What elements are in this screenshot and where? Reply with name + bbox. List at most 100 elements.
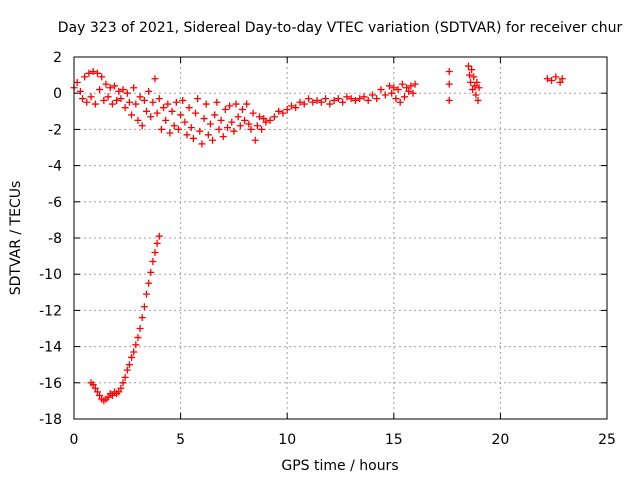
- data-point: [226, 102, 234, 110]
- data-point: [230, 127, 238, 135]
- data-point: [130, 84, 138, 92]
- data-point: [405, 87, 413, 95]
- data-point: [83, 98, 91, 106]
- data-point: [115, 388, 123, 396]
- data-point: [471, 82, 479, 90]
- data-point: [200, 115, 208, 123]
- y-tick-label: -6: [48, 195, 62, 211]
- grid-lines: [74, 57, 607, 419]
- data-point: [155, 232, 163, 240]
- data-point: [136, 325, 144, 332]
- data-point: [153, 109, 161, 117]
- data-point: [140, 96, 148, 104]
- data-point: [102, 80, 110, 88]
- y-tick-labels: -18 -16 -14 -12 -10 -8 -6 -4 -2 0 2: [39, 50, 62, 428]
- x-tick-label: 5: [176, 432, 185, 448]
- data-point: [279, 109, 287, 117]
- data-point: [100, 96, 108, 104]
- data-point: [287, 102, 295, 110]
- data-point: [160, 104, 168, 112]
- data-point: [262, 118, 270, 126]
- y-tick-label: 0: [53, 86, 62, 102]
- data-point: [292, 104, 300, 112]
- data-point: [89, 67, 97, 75]
- data-point: [87, 93, 95, 101]
- y-tick-label: -12: [39, 303, 62, 319]
- data-point: [151, 75, 159, 83]
- data-point: [260, 115, 268, 123]
- x-tick-labels: 0 5 10 15 20 25: [70, 432, 616, 448]
- data-point: [136, 93, 144, 101]
- data-point: [245, 120, 253, 128]
- data-point: [142, 107, 150, 115]
- data-point: [115, 87, 123, 95]
- data-point: [275, 107, 283, 115]
- data-point: [125, 361, 133, 369]
- data-point: [543, 75, 551, 83]
- data-point: [119, 86, 127, 94]
- data-point: [111, 82, 119, 90]
- data-point: [473, 78, 481, 86]
- data-point: [130, 348, 138, 356]
- data-point: [241, 116, 249, 124]
- data-point: [128, 353, 136, 361]
- x-tick-label: 20: [491, 432, 509, 448]
- data-point: [475, 84, 483, 92]
- data-point: [364, 96, 372, 104]
- data-point: [398, 80, 406, 88]
- data-point: [472, 91, 480, 99]
- data-point: [392, 95, 400, 103]
- data-point: [123, 89, 131, 97]
- data-point: [96, 391, 104, 399]
- data-point: [183, 131, 191, 139]
- data-point: [145, 87, 153, 95]
- data-point: [558, 75, 566, 83]
- data-point: [138, 314, 146, 322]
- y-axis-label: SDTVAR / TECUs: [8, 181, 24, 296]
- data-point: [219, 133, 227, 141]
- data-point: [181, 118, 189, 126]
- data-point: [217, 116, 225, 124]
- data-point: [322, 95, 330, 103]
- data-point: [213, 98, 221, 106]
- data-point: [134, 116, 142, 124]
- x-tick-label: 25: [598, 432, 616, 448]
- data-point: [142, 290, 150, 298]
- data-point: [351, 96, 359, 104]
- data-point: [474, 96, 482, 104]
- data-point: [76, 87, 84, 95]
- data-point: [313, 96, 321, 104]
- data-point: [117, 384, 125, 392]
- data-point: [469, 86, 477, 94]
- data-point: [108, 391, 116, 399]
- data-point: [157, 125, 165, 133]
- data-point: [149, 258, 157, 266]
- data-point: [138, 122, 146, 130]
- x-tick-label: 0: [70, 432, 79, 448]
- data-point: [356, 95, 364, 103]
- data-point: [206, 120, 214, 128]
- data-point: [339, 98, 347, 106]
- data-point: [204, 131, 212, 139]
- data-point: [221, 105, 229, 113]
- x-axis-label: GPS time / hours: [281, 458, 398, 474]
- data-point: [81, 73, 89, 81]
- data-point: [185, 104, 193, 112]
- data-point: [330, 96, 338, 104]
- data-point: [162, 116, 170, 124]
- data-point: [266, 116, 274, 124]
- data-point: [147, 268, 155, 276]
- data-point: [211, 111, 219, 119]
- data-point: [343, 93, 351, 101]
- data-point: [396, 98, 404, 106]
- data-point: [91, 100, 99, 108]
- data-point: [548, 77, 556, 85]
- data-point: [79, 95, 87, 103]
- data-point: [243, 100, 251, 108]
- data-point: [132, 100, 140, 108]
- data-point: [121, 373, 129, 381]
- data-point: [93, 69, 101, 77]
- data-point: [388, 89, 396, 97]
- data-point: [224, 124, 232, 132]
